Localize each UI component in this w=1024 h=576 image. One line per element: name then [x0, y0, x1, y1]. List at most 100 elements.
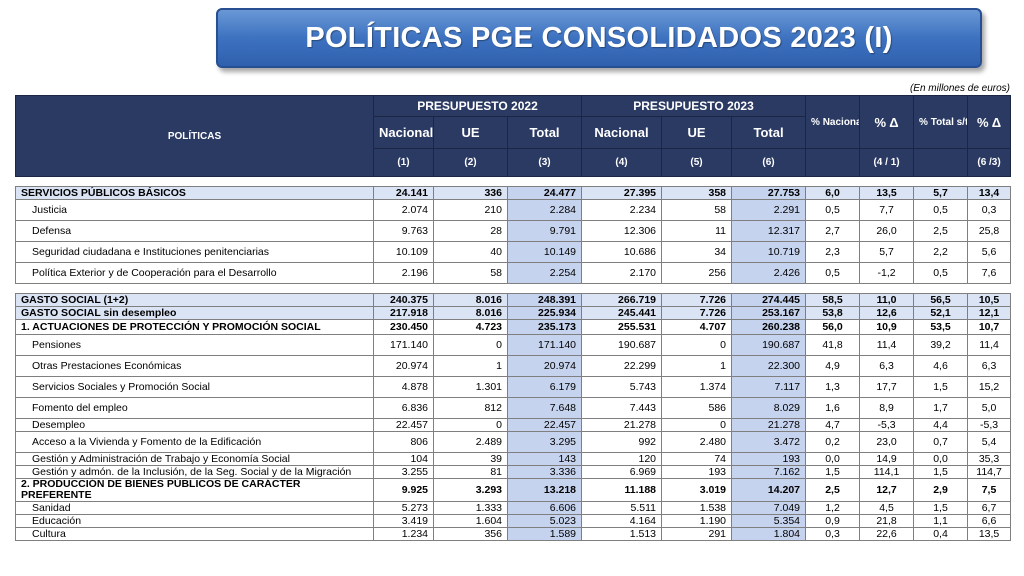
cell-total-2023: 193	[731, 452, 807, 466]
row-label: Otras Prestaciones Económicas	[15, 355, 374, 377]
cell-total-2023: 260.238	[731, 319, 807, 335]
cell-ue-2022: 39	[433, 452, 508, 466]
cell-total-2023: 27.753	[731, 186, 807, 200]
table-row: Justicia 2.074 210 2.284 2.234 58 2.291 0,5 7,7 0…	[15, 199, 1012, 221]
table-row: Gestión y Administración de Trabajo y Ec…	[15, 452, 1012, 466]
cell-pct-nacional: 0,2	[805, 431, 861, 453]
cell-pct-delta-6-3: -5,3	[967, 418, 1012, 432]
cell-ue-2023: 256	[661, 262, 733, 284]
table-row: Seguridad ciudadana e Instituciones peni…	[15, 241, 1012, 263]
cell-total-2023: 12.317	[731, 220, 807, 242]
row-label: Cultura	[15, 527, 374, 541]
row-label: Justicia	[15, 199, 374, 221]
header-ratio-6-3: (6 /3)	[967, 148, 1012, 177]
cell-total-2022: 7.648	[506, 397, 583, 419]
cell-pct-nacional: 58,5	[805, 293, 861, 307]
cell-pct-delta-4-1: 12,6	[859, 306, 915, 320]
cell-pct-total: 2,2	[913, 241, 969, 263]
cell-pct-delta-4-1: 5,7	[859, 241, 915, 263]
header-n6: (6)	[731, 148, 807, 177]
cell-pct-nacional: 53,8	[805, 306, 861, 320]
separator	[15, 176, 1011, 187]
cell-nacional-2023: 2.234	[581, 199, 663, 221]
cell-pct-total: 0,4	[913, 527, 969, 541]
cell-pct-nacional: 6,0	[805, 186, 861, 200]
cell-ue-2023: 291	[661, 527, 733, 541]
cell-total-2023: 10.719	[731, 241, 807, 263]
cell-nacional-2022: 217.918	[373, 306, 434, 320]
cell-total-2023: 3.472	[731, 431, 807, 453]
cell-pct-total: 4,4	[913, 418, 969, 432]
cell-pct-total: 39,2	[913, 334, 969, 356]
cell-pct-delta-6-3: 11,4	[967, 334, 1012, 356]
table-row: Gestión y admón. de la Inclusión, de la …	[15, 465, 1012, 479]
cell-total-2023: 7.049	[731, 501, 807, 515]
cell-total-2023: 7.162	[731, 465, 807, 479]
header-ue-2023: UE	[661, 116, 733, 149]
header-total-2022: Total	[506, 116, 583, 149]
row-label: Fomento del empleo	[15, 397, 374, 419]
table-row: SERVICIOS PÚBLICOS BÁSICOS 24.141 336 24.47…	[15, 186, 1012, 200]
cell-pct-nacional: 2,5	[805, 478, 861, 502]
header-ratio-4-1: (4 / 1)	[859, 148, 915, 177]
cell-total-2023: 1.804	[731, 527, 807, 541]
cell-total-2022: 24.477	[506, 186, 583, 200]
cell-total-2022: 13.218	[506, 478, 583, 502]
row-label: 1. ACTUACIONES DE PROTECCIÓN Y PROMOCIÓN…	[15, 319, 374, 335]
table-row: Servicios Sociales y Promoción Social 4.8…	[15, 376, 1012, 398]
cell-ue-2023: 7.726	[661, 306, 733, 320]
cell-pct-delta-6-3: 10,5	[967, 293, 1012, 307]
cell-ue-2023: 0	[661, 418, 733, 432]
cell-total-2022: 1.589	[506, 527, 583, 541]
cell-pct-nacional: 1,6	[805, 397, 861, 419]
cell-ue-2023: 0	[661, 334, 733, 356]
cell-pct-nacional: 2,7	[805, 220, 861, 242]
table-row: GASTO SOCIAL (1+2) 240.375 8.016 248.391 266…	[15, 293, 1012, 307]
cell-pct-delta-6-3: 35,3	[967, 452, 1012, 466]
header-empty	[805, 148, 861, 177]
cell-pct-total: 1,5	[913, 501, 969, 515]
cell-ue-2022: 28	[433, 220, 508, 242]
cell-total-2022: 2.254	[506, 262, 583, 284]
cell-nacional-2023: 245.441	[581, 306, 663, 320]
cell-nacional-2023: 11.188	[581, 478, 663, 502]
cell-nacional-2022: 171.140	[373, 334, 434, 356]
header-total-2023: Total	[731, 116, 807, 149]
cell-total-2022: 171.140	[506, 334, 583, 356]
cell-ue-2022: 1.301	[433, 376, 508, 398]
cell-pct-delta-4-1: 14,9	[859, 452, 915, 466]
cell-pct-delta-6-3: 6,6	[967, 514, 1012, 528]
budget-table: POLÍTICAS PRESUPUESTO 2022 PRESUPUESTO 2…	[15, 95, 1012, 541]
cell-pct-nacional: 4,9	[805, 355, 861, 377]
cell-pct-delta-6-3: 5,6	[967, 241, 1012, 263]
cell-pct-total: 4,6	[913, 355, 969, 377]
cell-pct-nacional: 4,7	[805, 418, 861, 432]
header-pct-delta-1: % Δ	[859, 95, 915, 149]
separator	[15, 283, 1011, 294]
cell-total-2022: 2.284	[506, 199, 583, 221]
page-title: POLÍTICAS PGE CONSOLIDADOS 2023 (I)	[305, 21, 893, 54]
cell-pct-delta-4-1: 8,9	[859, 397, 915, 419]
cell-pct-delta-6-3: 114,7	[967, 465, 1012, 479]
row-label: Servicios Sociales y Promoción Social	[15, 376, 374, 398]
cell-pct-delta-6-3: 6,7	[967, 501, 1012, 515]
cell-nacional-2022: 2.196	[373, 262, 434, 284]
cell-pct-nacional: 41,8	[805, 334, 861, 356]
row-label: Gestión y Administración de Trabajo y Ec…	[15, 452, 374, 466]
cell-nacional-2022: 9.925	[373, 478, 434, 502]
cell-nacional-2022: 5.273	[373, 501, 434, 515]
cell-ue-2022: 3.293	[433, 478, 508, 502]
cell-ue-2023: 193	[661, 465, 733, 479]
cell-ue-2023: 358	[661, 186, 733, 200]
cell-ue-2023: 3.019	[661, 478, 733, 502]
cell-pct-delta-6-3: 0,3	[967, 199, 1012, 221]
cell-pct-total: 1,7	[913, 397, 969, 419]
cell-pct-delta-6-3: 7,5	[967, 478, 1012, 502]
cell-nacional-2023: 1.513	[581, 527, 663, 541]
row-label: Desempleo	[15, 418, 374, 432]
row-label: Acceso a la Vivienda y Fomento de la Edi…	[15, 431, 374, 453]
row-label: Defensa	[15, 220, 374, 242]
cell-total-2023: 190.687	[731, 334, 807, 356]
cell-pct-delta-4-1: 13,5	[859, 186, 915, 200]
cell-nacional-2022: 4.878	[373, 376, 434, 398]
